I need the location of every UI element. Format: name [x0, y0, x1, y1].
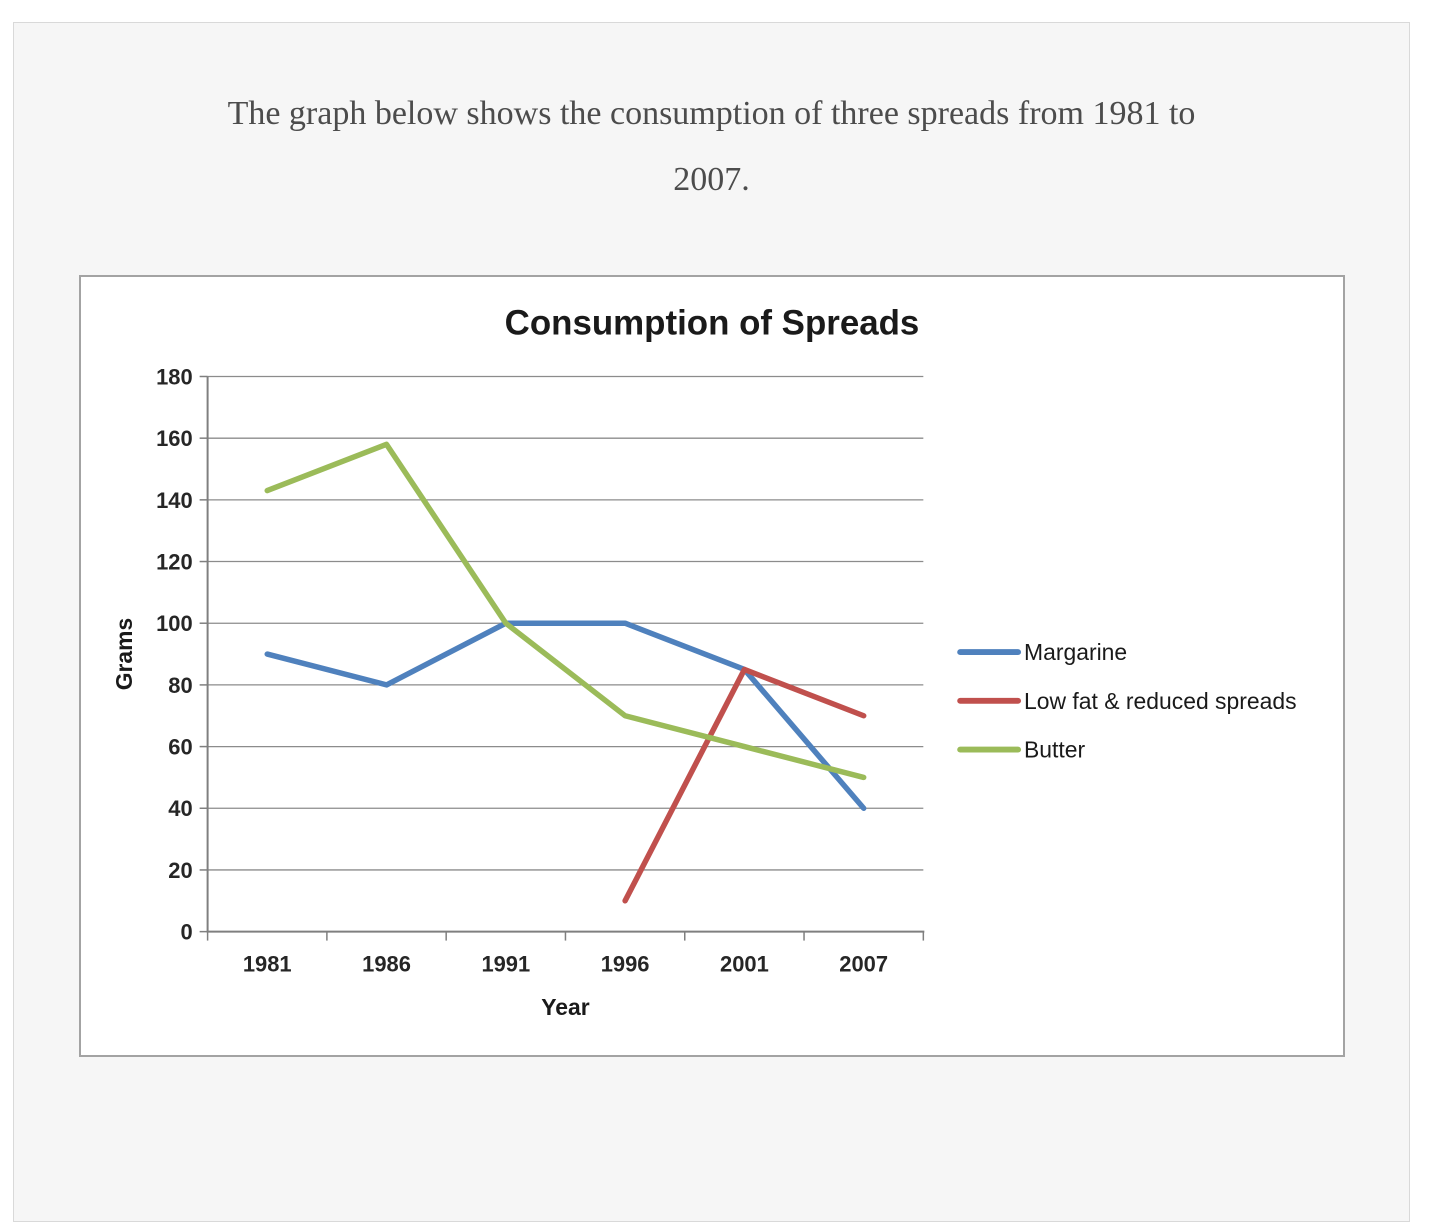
x-tick-label: 1986	[362, 951, 411, 976]
page-title-line-2: 2007.	[673, 161, 750, 198]
y-tick-label: 20	[168, 858, 192, 883]
x-tick-label: 1996	[600, 951, 649, 976]
legend-label-butter: Butter	[1024, 737, 1086, 763]
x-tick-label: 1991	[481, 951, 530, 976]
chart-container: 0 20 40 60 80 100 120 140 160 180 1981 1986 1991 1996…	[78, 275, 1345, 1057]
x-tick-label: 2007	[839, 951, 888, 976]
series-line-low-fat-reduced-spreads	[621, 666, 866, 904]
consumption-line-chart: 0 20 40 60 80 100 120 140 160 180 1981 1986 1991 1996…	[110, 304, 1297, 1020]
plot-area: 0 20 40 60 80 100 120 140 160 180 1981 1986 1991 1996…	[156, 364, 924, 976]
page-title-line-1: The graph below shows the consumption of…	[227, 95, 1196, 132]
y-tick-label: 0	[180, 920, 192, 945]
legend-label-margarine: Margarine	[1024, 639, 1127, 665]
y-axis-title: Grams	[110, 618, 136, 690]
y-tick-label: 160	[156, 426, 193, 451]
y-tick-label: 60	[168, 735, 192, 760]
y-tick-label: 180	[156, 364, 193, 389]
page-title: The graph below shows the consumption of…	[14, 81, 1409, 213]
legend-item-butter: Butter	[956, 737, 1086, 763]
y-tick-label: 120	[156, 550, 193, 575]
y-tick-label: 40	[168, 796, 192, 821]
legend-item-lowfat: Low fat & reduced spreads	[956, 688, 1297, 714]
content-panel: The graph below shows the consumption of…	[13, 22, 1410, 1222]
x-tick-label: 1981	[242, 951, 291, 976]
y-tick-label: 100	[156, 611, 193, 636]
series-line-butter	[264, 441, 866, 781]
y-tick-label: 140	[156, 488, 193, 513]
y-tick-label: 80	[168, 673, 192, 698]
x-axis-title: Year	[541, 994, 590, 1020]
series-line-margarine	[264, 620, 866, 812]
legend: Margarine Low fat & reduced spreads Butt…	[956, 639, 1297, 763]
chart-title: Consumption of Spreads	[504, 304, 919, 343]
legend-item-margarine: Margarine	[956, 639, 1127, 665]
legend-label-lowfat: Low fat & reduced spreads	[1024, 688, 1297, 714]
x-tick-label: 2001	[720, 951, 769, 976]
